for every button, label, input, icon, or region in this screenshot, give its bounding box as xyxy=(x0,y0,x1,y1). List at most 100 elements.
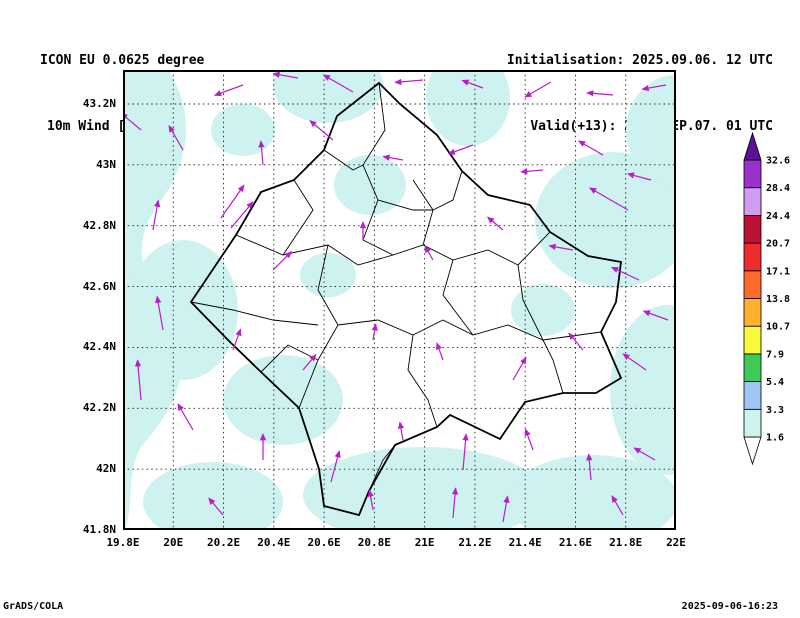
colorbar-segment xyxy=(743,187,762,216)
wind-arrow xyxy=(568,332,584,351)
wind-arrow xyxy=(397,421,405,441)
wind-arrow xyxy=(371,323,378,341)
wind-arrow xyxy=(208,497,224,516)
map-svg xyxy=(123,70,676,530)
wind-arrow xyxy=(220,184,245,219)
lat-tick-label: 42N xyxy=(96,462,116,476)
colorbar-segment xyxy=(743,353,762,382)
wind-arrow xyxy=(302,353,317,371)
colorbar-segment xyxy=(743,325,762,355)
colorbar-segment xyxy=(743,436,762,466)
colorbar-label: 7.9 xyxy=(766,349,784,360)
footer-timestamp: 2025-09-06-16:23 xyxy=(681,601,778,612)
lat-tick-label: 43N xyxy=(96,157,116,171)
lon-tick-label: 20.2E xyxy=(206,536,241,549)
wind-arrow xyxy=(611,495,624,516)
lon-tick-label: 20.8E xyxy=(357,536,391,549)
wind-arrow xyxy=(524,428,534,451)
wind-arrow xyxy=(641,84,667,92)
wind-arrow xyxy=(258,140,265,166)
colorbar-label: 17.1 xyxy=(766,266,790,277)
footer-credit: GrADS/COLA xyxy=(3,601,64,612)
lon-tick-label: 20.4E xyxy=(257,536,291,549)
initialisation-label: Initialisation: 2025.09.06. 12 UTC xyxy=(506,53,773,68)
wind-arrow xyxy=(577,140,604,156)
lat-tick-label: 42.6N xyxy=(82,279,116,293)
wind-arrow xyxy=(330,450,341,483)
wind-arrow xyxy=(309,120,334,141)
wind-arrow xyxy=(586,453,593,481)
municipal-borders xyxy=(190,82,602,492)
wind-arrow xyxy=(394,78,424,86)
lat-tick-label: 42.8N xyxy=(82,218,116,232)
wind-speed-shading xyxy=(123,70,676,530)
colorbar-segment xyxy=(743,159,762,189)
colorbar-segment xyxy=(743,381,762,410)
model-title: ICON EU 0.0625 degree xyxy=(40,53,205,68)
wind-arrow xyxy=(436,342,444,361)
wind-arrow xyxy=(382,154,404,161)
lon-tick-label: 21.8E xyxy=(609,536,643,549)
wind-arrow xyxy=(524,81,552,98)
lat-tick-label: 42.4N xyxy=(82,340,116,354)
wind-arrow xyxy=(461,79,484,89)
colorbar-label: 32.6 xyxy=(766,156,790,167)
wind-arrow xyxy=(622,353,647,371)
colorbar: 1.6 3.3 5.4 7.9 10.7 13.8 17.1 20.7 24.4 28.4 32.6 xyxy=(740,128,798,484)
wind-arrow xyxy=(134,359,142,401)
wind-arrow xyxy=(512,356,527,381)
colorbar-segment xyxy=(743,215,762,244)
lon-tick-label: 19.8E xyxy=(106,536,140,549)
colorbar-label: 5.4 xyxy=(766,377,784,388)
colorbar-label: 10.7 xyxy=(766,322,790,333)
wind-arrow xyxy=(230,201,254,229)
wind-arrow xyxy=(451,487,459,519)
colorbar-label: 20.7 xyxy=(766,239,790,250)
map-frame xyxy=(123,70,676,530)
lon-tick-label: 21.4E xyxy=(508,536,542,549)
wind-arrow xyxy=(502,495,510,523)
colorbar-segment xyxy=(743,131,762,161)
lat-tick-label: 41.8N xyxy=(82,522,116,536)
colorbar-segment xyxy=(743,242,762,272)
wind-arrow xyxy=(322,74,354,93)
lon-tick-label: 20.6E xyxy=(307,536,341,549)
colorbar-label: 3.3 xyxy=(766,405,784,416)
lon-tick-label: 21.6E xyxy=(558,536,593,549)
wind-arrow xyxy=(155,295,164,331)
colorbar-label: 28.4 xyxy=(766,183,790,194)
wind-arrow xyxy=(367,489,374,511)
colorbar-label: 13.8 xyxy=(766,294,790,305)
wind-arrow xyxy=(272,250,293,271)
wind-arrow xyxy=(424,245,434,261)
wind-arrow xyxy=(462,433,469,471)
wind-arrow xyxy=(168,124,184,151)
lon-tick-label: 21.2E xyxy=(458,536,492,549)
colorbar-segment xyxy=(743,298,762,327)
lat-tick-label: 43.2N xyxy=(82,97,116,110)
wind-arrow xyxy=(610,266,640,281)
wind-arrow xyxy=(152,199,161,231)
lat-tick-label: 42.2N xyxy=(82,401,116,415)
wind-arrow xyxy=(642,310,669,321)
wind-arrow xyxy=(213,84,244,97)
wind-arrow xyxy=(626,172,652,181)
wind-vector-arrows xyxy=(123,71,669,523)
wind-arrow xyxy=(272,71,299,79)
wind-arrow xyxy=(520,168,544,175)
lon-tick-label: 20E xyxy=(163,536,184,549)
colorbar-svg: 1.6 3.3 5.4 7.9 10.7 13.8 17.1 20.7 24.4 28.4 32.6 xyxy=(743,131,790,466)
wind-arrow xyxy=(232,328,242,351)
wind-arrow xyxy=(177,403,194,431)
colorbar-segment xyxy=(743,408,762,438)
colorbar-label: 24.4 xyxy=(766,211,790,222)
map-plot-area xyxy=(123,70,676,530)
colorbar-segment xyxy=(743,270,762,299)
wind-arrow xyxy=(589,187,629,211)
wind-arrow xyxy=(586,90,614,97)
lon-tick-label: 21E xyxy=(414,536,435,549)
wind-arrow xyxy=(548,243,574,251)
wind-arrow xyxy=(447,144,474,155)
colorbar-label: 1.6 xyxy=(766,433,784,444)
